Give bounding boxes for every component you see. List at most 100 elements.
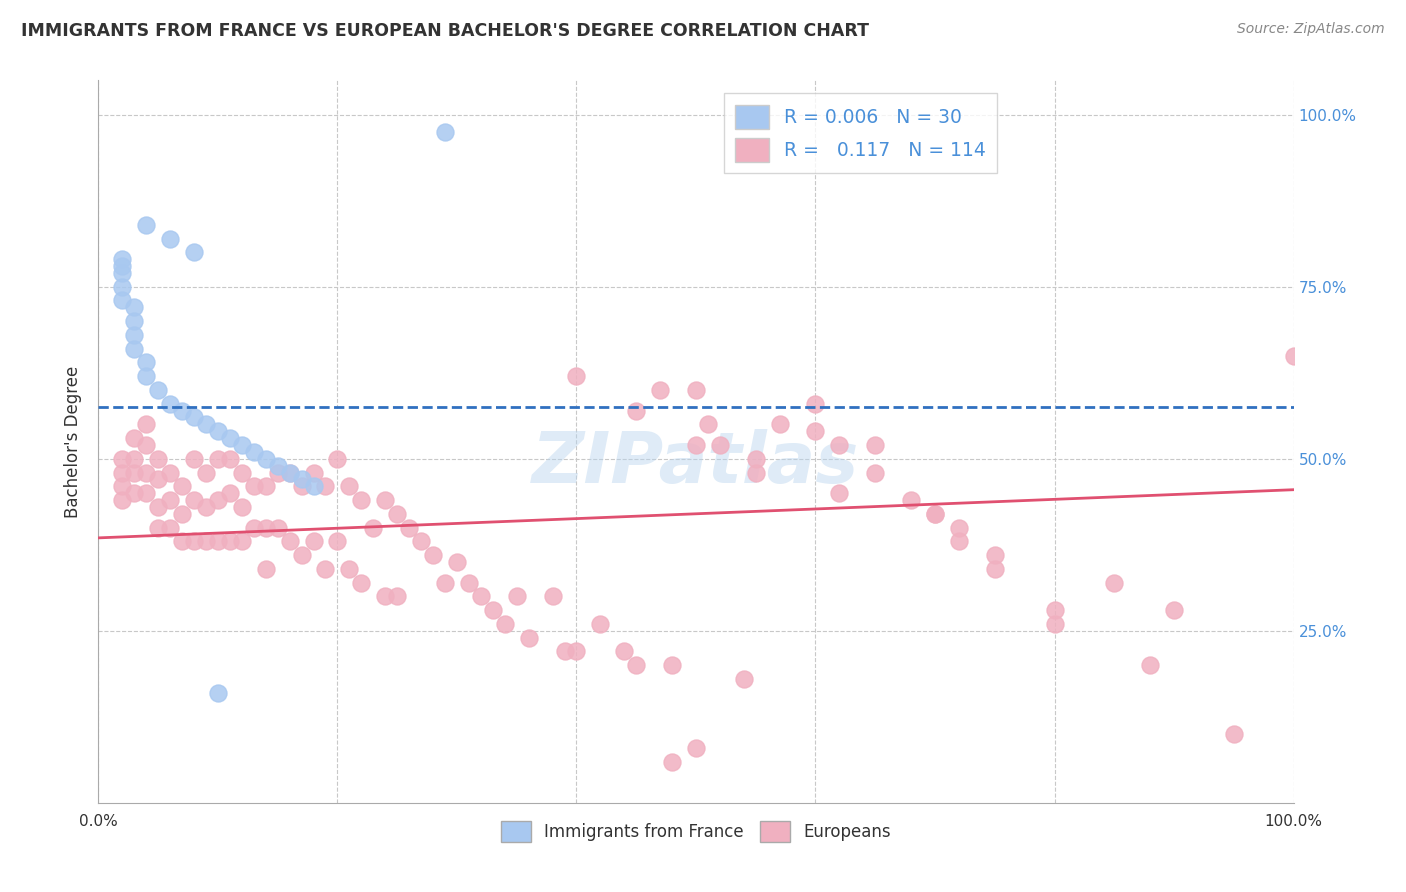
Point xyxy=(865,438,887,452)
Point xyxy=(411,534,433,549)
Point xyxy=(207,534,229,549)
Point xyxy=(254,520,277,534)
Point xyxy=(900,493,922,508)
Point xyxy=(111,279,134,293)
Text: ZIPatlas: ZIPatlas xyxy=(533,429,859,498)
Point xyxy=(183,245,205,260)
Point xyxy=(278,466,301,480)
Point xyxy=(326,534,349,549)
Point xyxy=(745,451,768,466)
Point xyxy=(446,555,468,569)
Point xyxy=(183,451,205,466)
Point xyxy=(481,603,505,617)
Point xyxy=(243,520,266,534)
Point xyxy=(291,472,314,486)
Point xyxy=(768,417,790,432)
Point xyxy=(1282,349,1305,363)
Point xyxy=(1043,616,1066,631)
Point xyxy=(626,658,648,673)
Point xyxy=(984,562,1007,576)
Point xyxy=(183,534,205,549)
Point xyxy=(231,534,253,549)
Point xyxy=(1104,575,1126,590)
Point xyxy=(733,672,755,686)
Point xyxy=(374,590,396,604)
Point xyxy=(207,451,229,466)
Point xyxy=(948,534,970,549)
Point xyxy=(458,575,481,590)
Point xyxy=(148,472,170,486)
Point xyxy=(159,397,181,411)
Point xyxy=(159,231,181,245)
Point xyxy=(326,451,349,466)
Point xyxy=(291,548,314,562)
Point xyxy=(231,466,253,480)
Text: IMMIGRANTS FROM FRANCE VS EUROPEAN BACHELOR'S DEGREE CORRELATION CHART: IMMIGRANTS FROM FRANCE VS EUROPEAN BACHE… xyxy=(21,22,869,40)
Point xyxy=(124,466,146,480)
Point xyxy=(541,590,564,604)
Point xyxy=(422,548,444,562)
Point xyxy=(254,562,277,576)
Point xyxy=(865,466,887,480)
Point xyxy=(554,644,576,658)
Point xyxy=(565,644,588,658)
Point xyxy=(148,451,170,466)
Point xyxy=(135,438,157,452)
Point xyxy=(924,507,946,521)
Point xyxy=(135,355,157,369)
Point xyxy=(207,686,229,700)
Point xyxy=(195,466,218,480)
Point xyxy=(124,451,146,466)
Point xyxy=(267,466,290,480)
Point xyxy=(302,466,325,480)
Point xyxy=(243,479,266,493)
Point xyxy=(565,369,588,384)
Point xyxy=(434,575,457,590)
Point xyxy=(172,479,194,493)
Point xyxy=(589,616,612,631)
Point xyxy=(254,479,277,493)
Point xyxy=(183,410,205,425)
Point xyxy=(1163,603,1185,617)
Point xyxy=(685,438,707,452)
Point xyxy=(1139,658,1161,673)
Point xyxy=(219,486,242,500)
Point xyxy=(148,383,170,397)
Point xyxy=(745,466,768,480)
Point xyxy=(924,507,946,521)
Point xyxy=(1043,603,1066,617)
Point xyxy=(626,403,648,417)
Point xyxy=(207,493,229,508)
Point xyxy=(124,314,146,328)
Point xyxy=(195,500,218,514)
Point xyxy=(302,479,325,493)
Point xyxy=(172,403,194,417)
Point xyxy=(278,466,301,480)
Point xyxy=(517,631,540,645)
Point xyxy=(111,252,134,267)
Point xyxy=(1223,727,1246,741)
Point xyxy=(195,534,218,549)
Point xyxy=(709,438,731,452)
Point xyxy=(111,479,134,493)
Point xyxy=(135,369,157,384)
Point xyxy=(685,740,707,755)
Point xyxy=(172,534,194,549)
Point xyxy=(374,493,396,508)
Point xyxy=(124,486,146,500)
Point xyxy=(135,218,157,232)
Y-axis label: Bachelor's Degree: Bachelor's Degree xyxy=(65,366,83,517)
Point xyxy=(385,590,409,604)
Point xyxy=(685,383,707,397)
Point xyxy=(648,383,672,397)
Point xyxy=(172,507,194,521)
Point xyxy=(111,493,134,508)
Point xyxy=(804,424,827,438)
Point xyxy=(302,534,325,549)
Point xyxy=(267,458,290,473)
Point xyxy=(219,451,242,466)
Point xyxy=(111,451,134,466)
Point xyxy=(291,479,314,493)
Point xyxy=(661,755,683,769)
Point xyxy=(111,259,134,273)
